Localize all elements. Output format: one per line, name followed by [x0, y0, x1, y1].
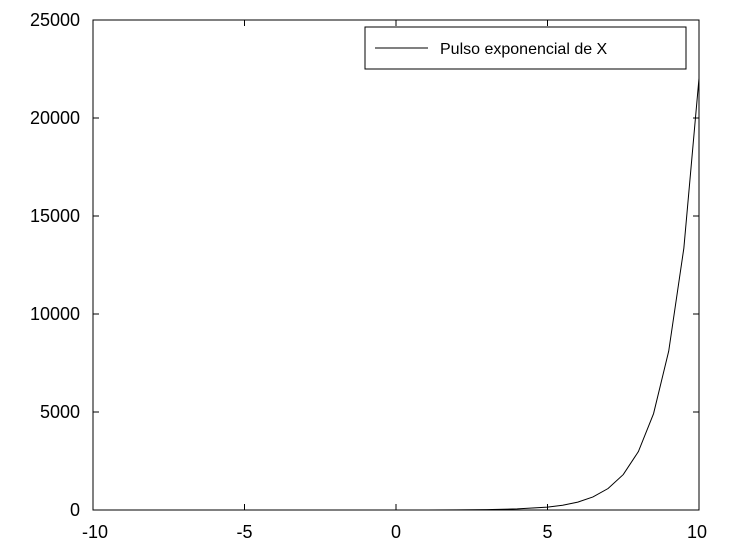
x-tick-label: 5: [542, 522, 552, 542]
legend-label: Pulso exponencial de X: [440, 41, 608, 58]
y-tick-label: 15000: [30, 206, 80, 226]
y-tick-label: 0: [70, 500, 80, 520]
axis-ticks: [92, 19, 700, 511]
y-axis-tick-labels: 0 5000 10000 15000 20000 25000: [30, 10, 80, 520]
y-tick-label: 10000: [30, 304, 80, 324]
series-line: [93, 78, 700, 511]
x-tick-label: 10: [687, 522, 707, 542]
x-tick-label: 0: [391, 522, 401, 542]
x-tick-label: -10: [82, 522, 108, 542]
legend: Pulso exponencial de X: [364, 26, 687, 70]
y-tick-label: 5000: [40, 402, 80, 422]
y-tick-label: 20000: [30, 108, 80, 128]
y-tick-label: 25000: [30, 10, 80, 30]
plot-frame: [92, 19, 700, 511]
x-tick-label: -5: [236, 522, 252, 542]
x-axis-tick-labels: -10 -5 0 5 10: [82, 522, 707, 542]
